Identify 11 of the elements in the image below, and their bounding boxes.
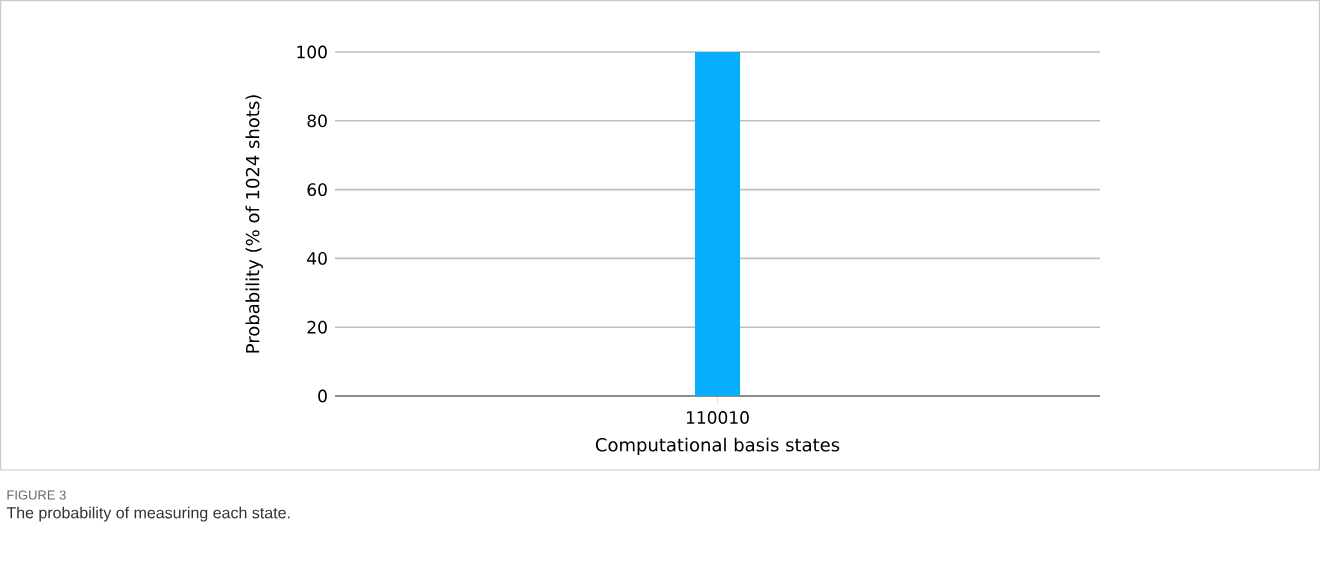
- y-tick-label: 80: [307, 114, 327, 128]
- text: The probability of measuring each state.: [6, 506, 290, 522]
- y-tick-label: 60: [307, 183, 327, 197]
- x-tick-label: 110010: [686, 411, 749, 424]
- y-tick-label: 100: [297, 45, 327, 59]
- y-tick-label: 40: [307, 251, 327, 265]
- caption: FIGURE 3: [7, 490, 66, 500]
- y-tick-label: 0: [318, 389, 327, 403]
- x-axis-title: Computational basis states: [595, 437, 840, 456]
- y-tick-label: 20: [307, 320, 327, 334]
- y-axis-title: Probability (% of 1024 shots): [245, 95, 263, 353]
